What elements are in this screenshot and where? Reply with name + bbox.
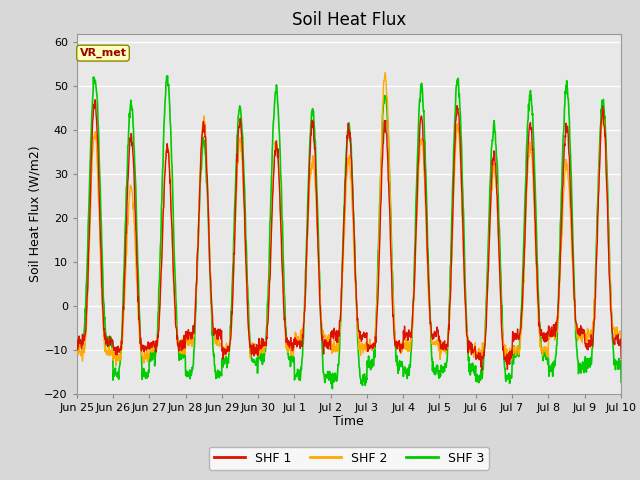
SHF 1 (505, 353, 513, 359)
SHF 3 (342, 164, 349, 170)
SHF 1 (589, 326, 597, 332)
SHF 2 (381, 70, 389, 76)
SHF 2 (164, 148, 172, 154)
SHF 1 (73, 345, 81, 351)
SHF 1 (164, 150, 172, 156)
SHF 1 (352, 291, 360, 297)
SHF 2 (505, 350, 513, 356)
Title: Soil Heat Flux: Soil Heat Flux (292, 11, 406, 29)
SHF 2 (589, 321, 597, 326)
SHF 3 (164, 73, 172, 79)
Text: VR_met: VR_met (79, 48, 127, 58)
SHF 3 (164, 82, 172, 88)
Y-axis label: Soil Heat Flux (W/m2): Soil Heat Flux (W/m2) (29, 145, 42, 282)
SHF 3 (328, 386, 336, 392)
SHF 3 (505, 372, 513, 378)
SHF 3 (589, 324, 597, 329)
SHF 1 (341, 179, 349, 185)
SHF 2 (73, 349, 81, 355)
SHF 2 (112, 363, 120, 369)
SHF 3 (353, 300, 360, 306)
Line: SHF 3: SHF 3 (77, 76, 640, 389)
SHF 3 (73, 338, 81, 344)
Legend: SHF 1, SHF 2, SHF 3: SHF 1, SHF 2, SHF 3 (209, 447, 489, 469)
SHF 1 (478, 367, 486, 373)
SHF 2 (341, 209, 349, 215)
Line: SHF 2: SHF 2 (77, 73, 640, 366)
X-axis label: Time: Time (333, 415, 364, 429)
Line: SHF 1: SHF 1 (77, 100, 640, 370)
SHF 1 (91, 97, 99, 103)
SHF 2 (352, 299, 360, 304)
